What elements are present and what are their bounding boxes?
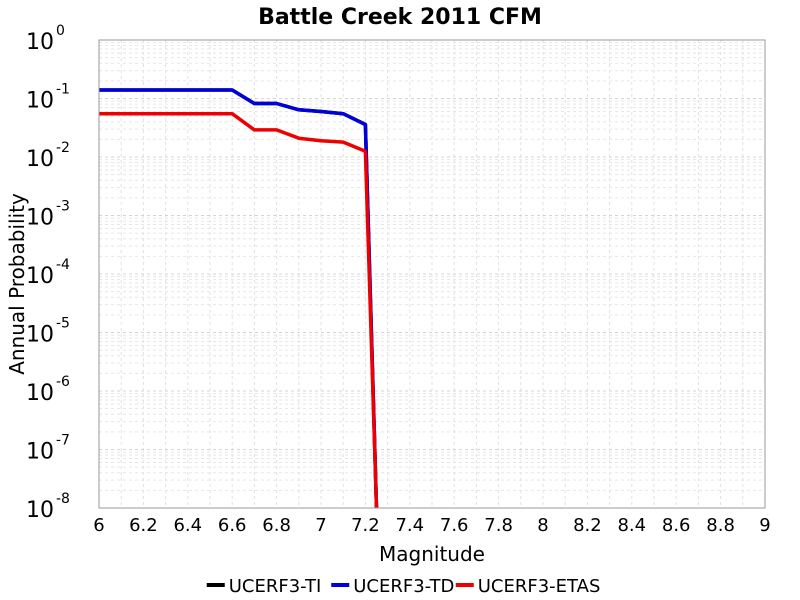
x-tick-labels: 6 6.2 6.4 6.6 6.8 7 7.2 7.4 7.6 7.8 8 8.2 8.4 8.6 8.8 9 (93, 515, 770, 536)
y-tick-label: 10 -7 (26, 433, 70, 465)
x-tick-label: 7.6 (440, 515, 469, 536)
y-tick-base: 10 (26, 206, 54, 231)
x-tick-label: 8 (537, 515, 548, 536)
x-tick-label: 8.8 (706, 515, 735, 536)
y-tick-label: 10 -4 (26, 257, 70, 289)
grid (98, 40, 766, 509)
legend-item: UCERF3-TD (331, 576, 454, 597)
y-tick-base: 10 (26, 498, 54, 523)
chart-title: Battle Creek 2011 CFM (258, 5, 542, 30)
y-tick-exponent: -4 (56, 257, 70, 273)
y-tick-exponent: -6 (56, 374, 70, 390)
x-tick-label: 6 (93, 515, 104, 536)
y-tick-exponent: 0 (56, 23, 65, 39)
x-tick-label: 9 (759, 515, 770, 536)
y-tick-base: 10 (26, 89, 54, 114)
legend-item: UCERF3-TI (206, 576, 322, 597)
x-tick-label: 6.4 (173, 515, 202, 536)
legend: UCERF3-TI UCERF3-TD UCERF3-ETAS (206, 576, 601, 597)
x-tick-label: 6.8 (262, 515, 291, 536)
y-axis-label: Annual Probability (5, 193, 29, 375)
y-tick-label: 10 -5 (26, 316, 70, 348)
series-layer (99, 88, 379, 509)
y-tick-exponent: -2 (56, 140, 70, 156)
plot-border (98, 39, 766, 509)
y-tick-label: 10 -2 (26, 140, 70, 172)
y-tick-label: 10 0 (26, 23, 65, 55)
series-line-ucerf3-td (99, 88, 379, 509)
legend-label: UCERF3-TD (353, 576, 454, 597)
legend-item: UCERF3-ETAS (455, 576, 601, 597)
y-tick-base: 10 (26, 323, 54, 348)
legend-label: UCERF3-ETAS (478, 576, 601, 597)
series-line-ucerf3-etas (99, 111, 379, 509)
x-tick-label: 6.6 (218, 515, 247, 536)
x-tick-label: 7.2 (351, 515, 380, 536)
x-tick-label: 7.8 (484, 515, 513, 536)
y-tick-base: 10 (26, 147, 54, 172)
y-tick-base: 10 (26, 440, 54, 465)
y-tick-exponent: -7 (56, 433, 70, 449)
x-tick-label: 7.4 (395, 515, 424, 536)
x-tick-label: 6.2 (129, 515, 158, 536)
legend-label: UCERF3-TI (229, 576, 322, 597)
y-tick-exponent: -8 (56, 491, 70, 507)
y-tick-base: 10 (26, 381, 54, 406)
x-tick-label: 8.6 (662, 515, 691, 536)
x-axis-label: Magnitude (379, 542, 485, 566)
y-tick-label: 10 -6 (26, 374, 70, 406)
x-tick-label: 8.2 (573, 515, 602, 536)
y-tick-exponent: -5 (56, 316, 70, 332)
x-tick-label: 8.4 (617, 515, 646, 536)
y-tick-base: 10 (26, 30, 54, 55)
y-tick-label: 10 -8 (26, 491, 70, 523)
y-tick-exponent: -1 (56, 82, 70, 98)
x-tick-label: 7 (315, 515, 326, 536)
y-tick-label: 10 -1 (26, 82, 70, 114)
y-tick-base: 10 (26, 264, 54, 289)
y-tick-exponent: -3 (56, 199, 70, 215)
y-tick-label: 10 -3 (26, 199, 70, 231)
